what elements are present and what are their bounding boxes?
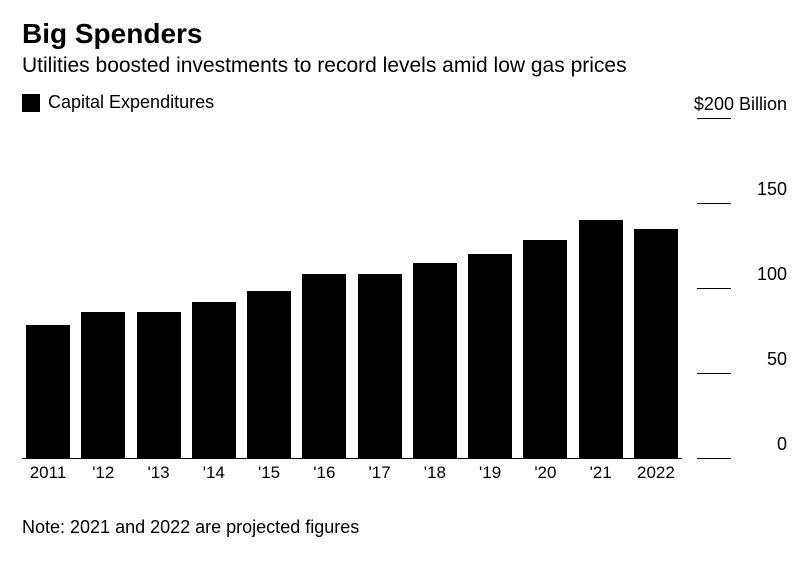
legend-swatch — [22, 94, 40, 112]
bar — [468, 254, 512, 458]
x-tick-label: '15 — [247, 463, 291, 483]
bar — [137, 312, 181, 458]
chart-subtitle: Utilities boosted investments to record … — [22, 54, 787, 78]
x-tick-label: '19 — [468, 463, 512, 483]
chart-area: $200 Billion150100500 2011'12'13'14'15'1… — [22, 119, 787, 479]
x-tick-label: '16 — [302, 463, 346, 483]
y-tick-label: 0 — [777, 434, 787, 455]
bar — [81, 312, 125, 458]
bar — [634, 229, 678, 459]
bar — [413, 263, 457, 459]
y-axis: $200 Billion150100500 — [687, 119, 787, 459]
y-tick-mark — [697, 458, 731, 459]
legend: Capital Expenditures — [22, 92, 787, 113]
x-tick-label: '12 — [81, 463, 125, 483]
bar — [302, 274, 346, 458]
x-tick-label: '17 — [358, 463, 402, 483]
chart-note: Note: 2021 and 2022 are projected figure… — [22, 517, 787, 538]
y-tick-label: $200 Billion — [694, 94, 787, 115]
chart-container: Big Spenders Utilities boosted investmen… — [0, 0, 809, 574]
y-tick-mark — [697, 203, 731, 204]
bar — [247, 291, 291, 458]
chart-title: Big Spenders — [22, 18, 787, 50]
x-axis-labels: 2011 '12 '13 '14 '15 '16 '17 '18 '19 '20 '21 2022 — [22, 463, 682, 483]
x-tick-label: '13 — [137, 463, 181, 483]
y-tick-label: 50 — [767, 349, 787, 370]
bar — [523, 240, 567, 458]
y-tick-label: 100 — [757, 264, 787, 285]
x-tick-label: '21 — [579, 463, 623, 483]
bar — [579, 220, 623, 458]
plot-area — [22, 119, 682, 459]
bar — [358, 274, 402, 458]
x-tick-label: '18 — [413, 463, 457, 483]
bars-group — [22, 119, 682, 458]
y-tick-label: 150 — [757, 179, 787, 200]
y-tick-mark — [697, 373, 731, 374]
bar — [192, 302, 236, 458]
x-tick-label: 2011 — [26, 463, 70, 483]
x-tick-label: 2022 — [634, 463, 678, 483]
bar — [26, 325, 70, 458]
x-tick-label: '14 — [192, 463, 236, 483]
y-tick-mark — [697, 118, 731, 119]
legend-label: Capital Expenditures — [48, 92, 214, 113]
x-tick-label: '20 — [523, 463, 567, 483]
y-tick-mark — [697, 288, 731, 289]
